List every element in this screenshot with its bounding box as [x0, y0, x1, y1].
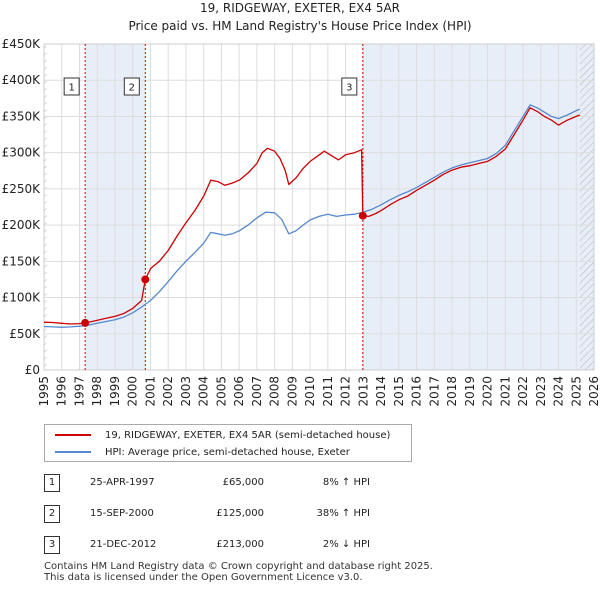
hatched-period [579, 44, 594, 370]
x-tick-label: 2001 [143, 376, 157, 407]
x-tick-label: 2021 [498, 376, 512, 407]
sale-row-3: 3 21-DEC-2012 £213,000 2% ↓ HPI [44, 536, 464, 556]
legend-label-hpi: HPI: Average price, semi-detached house,… [105, 446, 350, 458]
sale-label-3: 3 [346, 83, 352, 94]
y-tick-label: £450K [2, 37, 42, 51]
x-tick-label: 2006 [232, 376, 246, 407]
x-tick-label: 2012 [339, 376, 353, 407]
legend-item-hpi: HPI: Average price, semi-detached house,… [55, 444, 350, 460]
sale-price: £213,000 [216, 539, 264, 550]
x-tick-label: 2015 [392, 376, 406, 407]
sale-date: 21-DEC-2012 [90, 539, 157, 550]
sale-hpi-diff: 2% ↓ HPI [322, 539, 370, 550]
y-tick-label: £200K [2, 218, 42, 232]
x-tick-label: 1998 [90, 376, 104, 407]
footer: Contains HM Land Registry data © Crown c… [44, 561, 433, 583]
sale-label-box-1 [63, 77, 80, 96]
legend-swatch-hpi [55, 451, 91, 453]
y-axis: £0 £50K £100K £150K £200K £250K £300K £350K £400… [2, 37, 42, 377]
y-tick-label: £100K [2, 291, 42, 305]
x-tick-label: 2025 [569, 376, 583, 407]
chart-title: 19, RIDGEWAY, EXETER, EX4 5AR [200, 1, 400, 15]
plot-background [44, 44, 594, 370]
sale-row-2: 2 15-SEP-2000 £125,000 38% ↑ HPI [44, 505, 464, 525]
y-tick-label: £400K [2, 73, 42, 87]
y-tick-label: £350K [2, 109, 42, 123]
sale-number-badge: 3 [44, 536, 60, 554]
y-tick-label: £50K [9, 327, 41, 341]
sale-label-1: 1 [68, 83, 74, 94]
series-lines [43, 104, 581, 328]
x-tick-label: 1996 [55, 376, 69, 407]
sale-label-box-2 [123, 77, 140, 96]
sale-markers: 1 2 3 [63, 77, 367, 327]
x-tick-label: 2019 [463, 376, 477, 407]
sale-point-3 [358, 211, 367, 220]
x-tick-label: 2016 [410, 376, 424, 407]
plot-border [43, 43, 595, 371]
x-tick-label: 2005 [214, 376, 228, 407]
sale-date: 15-SEP-2000 [90, 508, 154, 519]
x-tick-label: 2004 [197, 376, 211, 407]
sale-date: 25-APR-1997 [90, 477, 155, 488]
footer-copyright: Contains HM Land Registry data © Crown c… [44, 561, 433, 572]
sale-price: £65,000 [222, 477, 264, 488]
x-tick-label: 1995 [37, 376, 51, 407]
x-tick-label: 2007 [250, 376, 264, 407]
sale-hpi-diff: 38% ↑ HPI [316, 508, 370, 519]
x-tick-label: 2003 [179, 376, 193, 407]
x-tick-label: 2018 [445, 376, 459, 407]
y-tick-label: £300K [2, 146, 42, 160]
x-tick-label: 2017 [427, 376, 441, 407]
x-tick-label: 2002 [161, 376, 175, 407]
sale-number-badge: 1 [44, 474, 60, 492]
legend: 19, RIDGEWAY, EXETER, EX4 5AR (semi-deta… [44, 424, 412, 462]
price-chart: 19, RIDGEWAY, EXETER, EX4 5AR Price paid… [2, 1, 600, 407]
sale-label-2: 2 [129, 83, 135, 94]
x-tick-label: 2024 [552, 376, 566, 407]
chart-subtitle: Price paid vs. HM Land Registry's House … [128, 19, 471, 33]
x-tick-label: 2000 [126, 376, 140, 407]
sale-row-1: 1 25-APR-1997 £65,000 8% ↑ HPI [44, 474, 464, 494]
x-tick-label: 2013 [356, 376, 370, 407]
x-tick-label: 2009 [285, 376, 299, 407]
x-tick-label: 1997 [72, 376, 86, 407]
sale-point-2 [141, 275, 150, 284]
y-tick-label: £0 [25, 363, 40, 377]
x-tick-label: 2023 [534, 376, 548, 407]
sale-price: £125,000 [216, 508, 264, 519]
x-tick-label: 2026 [587, 376, 600, 407]
x-tick-label: 2022 [516, 376, 530, 407]
legend-swatch-property [55, 434, 91, 436]
x-tick-label: 2008 [268, 376, 282, 407]
hpi-line [43, 104, 581, 328]
sale-label-box-3 [341, 77, 358, 96]
y-tick-label: £150K [2, 254, 42, 268]
footer-licence: This data is licensed under the Open Gov… [44, 572, 363, 583]
x-tick-label: 1999 [108, 376, 122, 407]
y-tick-label: £250K [2, 182, 42, 196]
x-tick-label: 2014 [374, 376, 388, 407]
legend-label-property: 19, RIDGEWAY, EXETER, EX4 5AR (semi-deta… [105, 429, 391, 441]
sale-number-badge: 2 [44, 505, 60, 523]
x-tick-label: 2020 [481, 376, 495, 407]
shaded-period [362, 44, 594, 370]
property-price-line [43, 107, 581, 325]
x-axis: 1995 1996 1997 1998 1999 2000 2001 2002 2003 2004… [37, 376, 600, 407]
sale-point-1 [81, 318, 90, 327]
legend-item-property: 19, RIDGEWAY, EXETER, EX4 5AR (semi-deta… [55, 427, 390, 443]
grid-lines [43, 43, 595, 371]
sale-hpi-diff: 8% ↑ HPI [322, 477, 370, 488]
x-tick-label: 2010 [303, 376, 317, 407]
x-tick-label: 2011 [321, 376, 335, 407]
hatched-period [44, 44, 47, 370]
